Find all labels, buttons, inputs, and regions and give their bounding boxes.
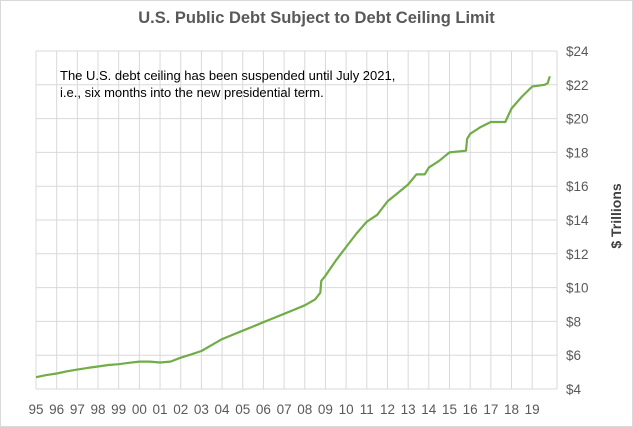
x-tick-label: 11 <box>360 402 374 417</box>
x-tick-label: 96 <box>49 402 64 417</box>
annotation-line-1: The U.S. debt ceiling has been suspended… <box>60 68 396 83</box>
chart-title: U.S. Public Debt Subject to Debt Ceiling… <box>138 9 495 27</box>
x-tick-label: 01 <box>153 402 168 417</box>
x-tick-label: 95 <box>28 402 43 417</box>
x-tick-label: 18 <box>504 402 519 417</box>
x-tick-label: 08 <box>297 402 312 417</box>
y-tick-label: $18 <box>566 145 589 160</box>
y-tick-label: $12 <box>566 247 589 262</box>
x-tick-label: 09 <box>318 402 333 417</box>
x-tick-label: 17 <box>483 402 498 417</box>
x-tick-label: 98 <box>91 402 106 417</box>
x-tick-label: 97 <box>70 402 85 417</box>
y-tick-label: $20 <box>566 112 589 127</box>
y-tick-label: $8 <box>566 314 581 329</box>
y-tick-label: $6 <box>566 348 581 363</box>
x-tick-label: 13 <box>401 402 416 417</box>
x-tick-label: 02 <box>173 402 188 417</box>
x-tick-label: 00 <box>132 402 147 417</box>
x-tick-label: 12 <box>380 402 395 417</box>
x-tick-label: 15 <box>442 402 457 417</box>
y-tick-label: $4 <box>566 382 582 397</box>
y-tick-label: $16 <box>566 179 589 194</box>
x-tick-label: 14 <box>421 402 437 417</box>
x-tick-label: 19 <box>525 402 540 417</box>
y-tick-label: $14 <box>566 213 589 228</box>
y-tick-label: $24 <box>566 44 589 59</box>
x-tick-label: 16 <box>463 402 478 417</box>
x-tick-label: 04 <box>215 402 231 417</box>
y-tick-label: $10 <box>566 281 589 296</box>
y-tick-label: $22 <box>566 78 589 93</box>
x-tick-label: 99 <box>111 402 126 417</box>
x-tick-label: 06 <box>256 402 271 417</box>
annotation-line-2: i.e., six months into the new presidenti… <box>60 85 324 100</box>
annotation-text: The U.S. debt ceiling has been suspended… <box>60 67 395 101</box>
x-tick-label: 10 <box>339 402 354 417</box>
x-tick-label: 05 <box>235 402 250 417</box>
y-axis-label: $ Trillions <box>608 183 624 249</box>
x-tick-label: 03 <box>194 402 209 417</box>
x-tick-label: 07 <box>277 402 292 417</box>
series-line-debt <box>35 75 551 379</box>
